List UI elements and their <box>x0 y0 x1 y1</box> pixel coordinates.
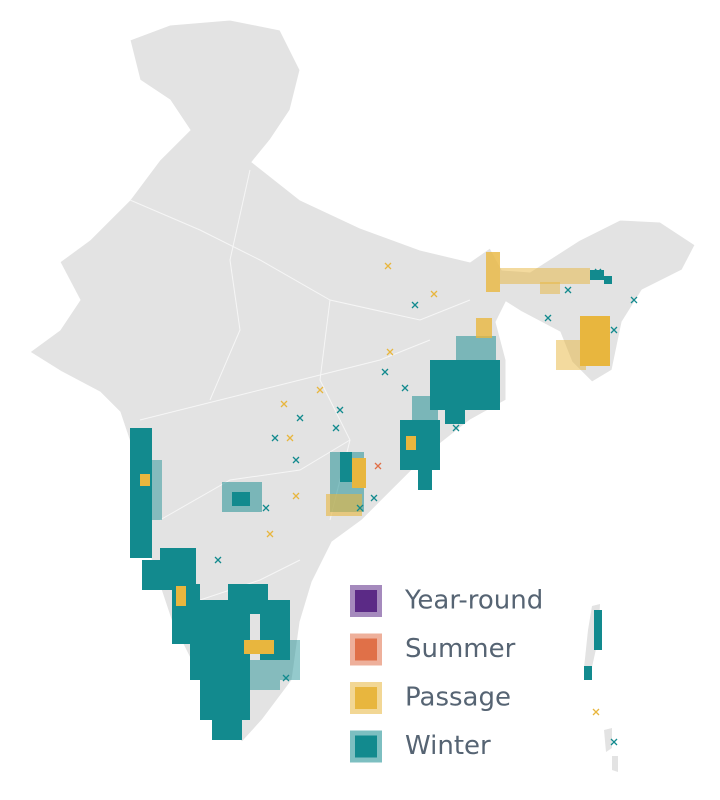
record-cross <box>386 348 394 356</box>
range-cell <box>232 492 250 506</box>
record-cross <box>452 424 460 432</box>
range-cell <box>340 452 352 482</box>
range-cell <box>212 716 242 740</box>
legend-label: Year-round <box>404 586 543 616</box>
record-cross <box>296 414 304 422</box>
range-cell <box>140 474 150 486</box>
legend-label: Summer <box>405 634 516 664</box>
range-cell <box>594 610 602 650</box>
record-cross <box>592 708 600 716</box>
border <box>209 169 251 401</box>
record-cross <box>430 290 438 298</box>
range-cell <box>590 270 604 280</box>
record-cross <box>292 492 300 500</box>
border <box>129 199 471 321</box>
record-cross <box>336 406 344 414</box>
record-cross <box>266 530 274 538</box>
record-cross <box>282 674 290 682</box>
india-landmass <box>29 19 696 743</box>
record-cross <box>610 326 618 334</box>
record-cross <box>370 494 378 502</box>
record-cross <box>292 456 300 464</box>
record-cross <box>630 296 638 304</box>
record-cross <box>401 384 409 392</box>
range-cell <box>430 360 500 410</box>
range-cell <box>456 336 496 366</box>
record-cross <box>286 434 294 442</box>
range-cell <box>604 276 612 284</box>
country-outline <box>29 19 696 772</box>
range-cell <box>584 666 592 680</box>
record-cross <box>332 424 340 432</box>
legend: Year-round Summer Passage Winter <box>350 585 543 763</box>
range-cell <box>280 640 300 680</box>
record-cross <box>316 386 324 394</box>
range-cell <box>200 680 250 720</box>
border <box>159 439 351 521</box>
islands <box>584 604 618 772</box>
record-cross <box>564 286 572 294</box>
range-cell <box>445 404 465 424</box>
range-cell <box>540 282 560 294</box>
record-cross <box>374 462 382 470</box>
record-cross <box>544 314 552 322</box>
range-cell <box>500 268 590 284</box>
record-cross <box>384 262 392 270</box>
legend-swatch-core <box>355 735 377 758</box>
record-cross <box>262 504 270 512</box>
range-cell <box>406 436 416 450</box>
range-cell <box>240 660 280 690</box>
border <box>199 559 301 601</box>
legend-label: Passage <box>405 683 511 713</box>
range-cell <box>244 640 274 654</box>
border <box>139 339 431 421</box>
range-cell <box>486 252 500 292</box>
record-cross <box>610 738 618 746</box>
range-cells <box>130 252 638 746</box>
range-cell <box>418 470 432 490</box>
legend-swatch-core <box>355 638 377 661</box>
record-cross <box>381 368 389 376</box>
record-cross <box>280 400 288 408</box>
range-cell <box>150 460 162 520</box>
legend-swatch-core <box>355 590 377 612</box>
record-cross <box>411 301 419 309</box>
record-cross <box>214 556 222 564</box>
range-cell <box>176 586 186 606</box>
legend-label: Winter <box>405 731 491 761</box>
range-cell <box>476 318 492 338</box>
range-cell <box>130 428 152 558</box>
legend-swatch-core <box>355 687 377 709</box>
record-cross <box>271 434 279 442</box>
range-cell <box>556 340 586 370</box>
record-cross <box>594 268 602 276</box>
range-cell <box>352 458 366 488</box>
record-cross <box>356 504 364 512</box>
range-cell <box>326 494 362 516</box>
range-cell <box>160 548 196 588</box>
